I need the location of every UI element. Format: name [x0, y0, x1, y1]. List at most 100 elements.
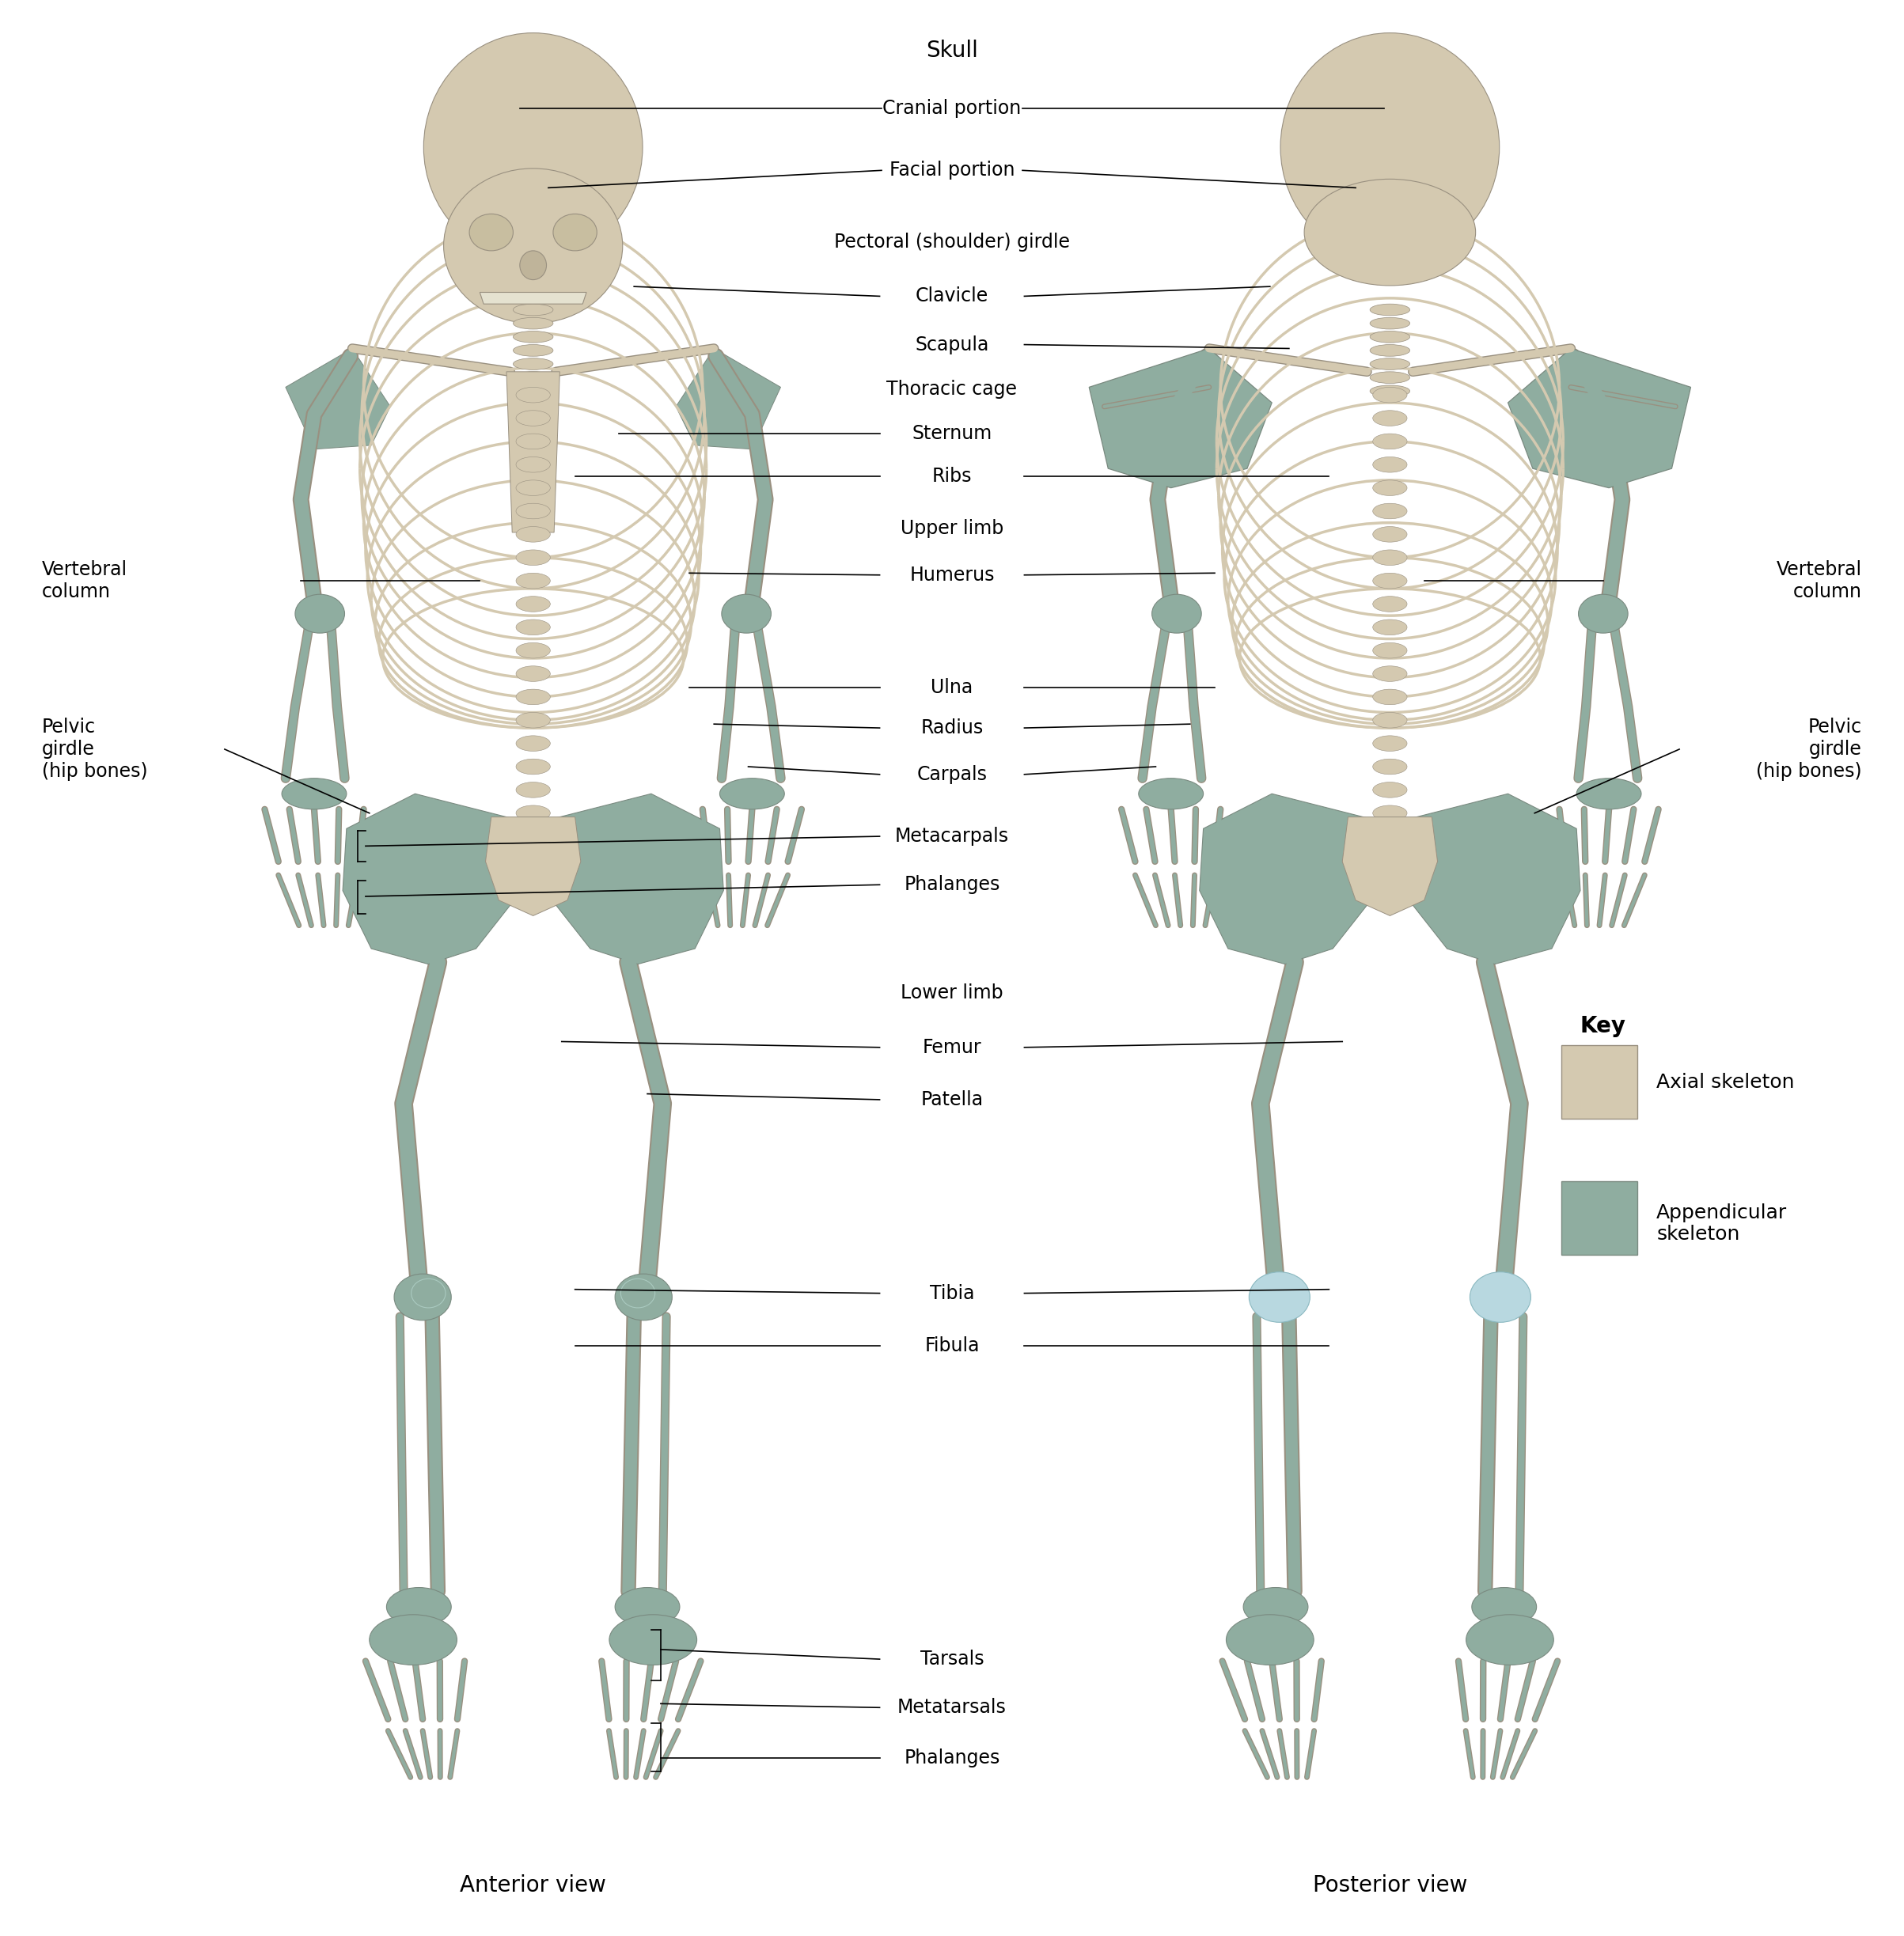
- Ellipse shape: [1470, 1272, 1531, 1322]
- Ellipse shape: [1472, 1588, 1537, 1626]
- Ellipse shape: [1373, 643, 1407, 658]
- Ellipse shape: [1373, 550, 1407, 565]
- Ellipse shape: [514, 372, 554, 383]
- Ellipse shape: [514, 358, 554, 370]
- Ellipse shape: [516, 527, 550, 542]
- Ellipse shape: [394, 1274, 451, 1320]
- Ellipse shape: [520, 252, 546, 279]
- Text: Humerus: Humerus: [910, 565, 994, 585]
- Ellipse shape: [720, 778, 784, 809]
- Ellipse shape: [615, 1274, 672, 1320]
- Ellipse shape: [516, 410, 550, 426]
- Ellipse shape: [1371, 372, 1409, 383]
- Text: Fibula: Fibula: [925, 1336, 979, 1355]
- Ellipse shape: [516, 573, 550, 589]
- Ellipse shape: [516, 550, 550, 565]
- Ellipse shape: [1373, 805, 1407, 821]
- Ellipse shape: [516, 457, 550, 472]
- Ellipse shape: [387, 1588, 451, 1626]
- Ellipse shape: [1279, 33, 1500, 261]
- Polygon shape: [1401, 794, 1580, 964]
- Ellipse shape: [295, 594, 345, 633]
- Ellipse shape: [1373, 410, 1407, 426]
- Ellipse shape: [411, 1280, 446, 1309]
- Polygon shape: [545, 794, 724, 964]
- Ellipse shape: [1304, 178, 1476, 285]
- Ellipse shape: [609, 1615, 697, 1665]
- Bar: [1561, 1181, 1637, 1255]
- Text: Vertebral
column: Vertebral column: [42, 560, 128, 602]
- Ellipse shape: [444, 168, 623, 323]
- Ellipse shape: [516, 689, 550, 705]
- Ellipse shape: [516, 643, 550, 658]
- Polygon shape: [1200, 794, 1378, 964]
- Text: Ribs: Ribs: [933, 467, 971, 486]
- Ellipse shape: [1373, 480, 1407, 496]
- Ellipse shape: [722, 594, 771, 633]
- Ellipse shape: [1466, 1615, 1554, 1665]
- Ellipse shape: [516, 596, 550, 612]
- Ellipse shape: [282, 778, 347, 809]
- Text: Facial portion: Facial portion: [889, 161, 1015, 180]
- Ellipse shape: [516, 620, 550, 635]
- Ellipse shape: [516, 712, 550, 728]
- Text: Upper limb: Upper limb: [901, 519, 1003, 538]
- Text: Posterior view: Posterior view: [1312, 1874, 1468, 1897]
- Text: Anterior view: Anterior view: [461, 1874, 605, 1897]
- Ellipse shape: [516, 434, 550, 449]
- Ellipse shape: [425, 33, 644, 261]
- Polygon shape: [1342, 817, 1438, 916]
- Polygon shape: [343, 794, 522, 964]
- Ellipse shape: [1371, 358, 1409, 370]
- Text: Scapula: Scapula: [916, 335, 988, 354]
- Ellipse shape: [1577, 778, 1641, 809]
- Ellipse shape: [470, 213, 514, 252]
- Text: Cranial portion: Cranial portion: [883, 99, 1021, 118]
- Ellipse shape: [1373, 736, 1407, 751]
- Text: Metatarsals: Metatarsals: [897, 1698, 1007, 1717]
- Text: Tibia: Tibia: [929, 1284, 975, 1303]
- Text: Clavicle: Clavicle: [916, 287, 988, 306]
- Ellipse shape: [1152, 594, 1201, 633]
- Ellipse shape: [1373, 712, 1407, 728]
- Text: Vertebral
column: Vertebral column: [1776, 560, 1862, 602]
- Ellipse shape: [516, 759, 550, 774]
- Ellipse shape: [1373, 573, 1407, 589]
- Polygon shape: [480, 292, 586, 304]
- Ellipse shape: [1371, 304, 1409, 316]
- Text: Metacarpals: Metacarpals: [895, 827, 1009, 846]
- Bar: [1561, 1045, 1637, 1119]
- Ellipse shape: [514, 331, 554, 343]
- Ellipse shape: [516, 805, 550, 821]
- Ellipse shape: [1373, 387, 1407, 403]
- Text: Axial skeleton: Axial skeleton: [1656, 1073, 1795, 1092]
- Ellipse shape: [1371, 318, 1409, 329]
- Text: Pelvic
girdle
(hip bones): Pelvic girdle (hip bones): [1755, 718, 1862, 780]
- Ellipse shape: [1371, 345, 1409, 356]
- Ellipse shape: [1249, 1272, 1310, 1322]
- Text: Femur: Femur: [922, 1038, 982, 1057]
- Text: Phalanges: Phalanges: [904, 1748, 1000, 1768]
- Ellipse shape: [615, 1588, 680, 1626]
- Ellipse shape: [1373, 527, 1407, 542]
- Ellipse shape: [514, 345, 554, 356]
- Text: Patella: Patella: [922, 1090, 982, 1109]
- Ellipse shape: [621, 1280, 655, 1309]
- Ellipse shape: [1373, 503, 1407, 519]
- Ellipse shape: [1373, 782, 1407, 798]
- Polygon shape: [1508, 348, 1691, 488]
- Ellipse shape: [554, 213, 598, 252]
- Polygon shape: [486, 817, 581, 916]
- Polygon shape: [1089, 348, 1272, 488]
- Polygon shape: [506, 372, 560, 532]
- Text: Radius: Radius: [922, 718, 982, 738]
- Ellipse shape: [516, 503, 550, 519]
- Text: Pectoral (shoulder) girdle: Pectoral (shoulder) girdle: [834, 232, 1070, 252]
- Ellipse shape: [514, 385, 554, 397]
- Ellipse shape: [1371, 385, 1409, 397]
- Ellipse shape: [516, 480, 550, 496]
- Ellipse shape: [1373, 596, 1407, 612]
- Ellipse shape: [514, 318, 554, 329]
- Ellipse shape: [516, 782, 550, 798]
- Ellipse shape: [1373, 689, 1407, 705]
